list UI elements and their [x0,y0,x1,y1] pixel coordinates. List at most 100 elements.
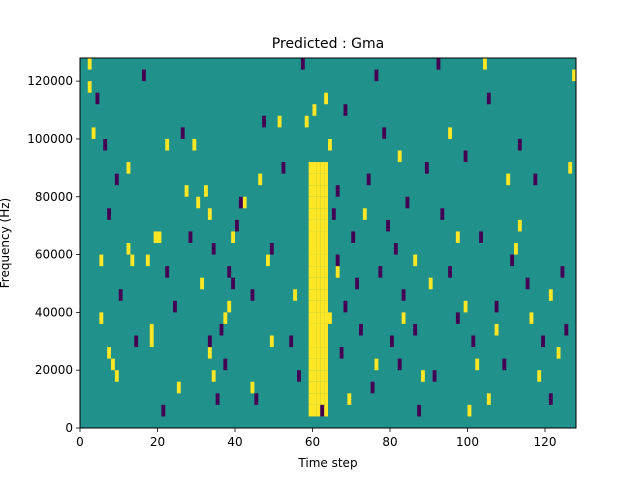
dominant-cell-24 [312,381,317,394]
dominant-cell-37 [312,231,317,243]
high-cell-35 [335,266,340,278]
dominant-cell-100 [324,266,329,278]
low-cell-8 [165,266,170,278]
dominant-cell-43 [312,162,317,174]
dominant-cell-15 [308,231,313,243]
dominant-cell-47 [316,370,321,382]
high-cell-66 [467,404,472,417]
low-cell-42 [393,243,398,255]
high-cell-28 [269,335,274,348]
high-cell-8 [126,243,131,255]
low-cell-15 [219,323,224,336]
low-cell-52 [448,266,453,278]
dominant-cell-85 [320,185,325,197]
high-cell-17 [196,196,201,209]
high-cell-63 [517,219,522,232]
high-cell-39 [401,312,406,324]
y-axis: 0 20000 40000 60000 80000 100000 120000 [27,74,80,435]
high-cell-54 [556,347,561,359]
chart-title: Predicted : Gma [272,36,384,52]
low-cell-36 [366,173,371,186]
high-cell-19 [204,185,208,197]
high-cell-47 [486,393,491,405]
dominant-cell-101 [324,254,329,267]
high-cell-26 [258,173,263,186]
high-cell-65 [250,381,255,394]
low-cell-60 [510,254,515,267]
high-cell-57 [126,162,131,174]
high-cell-2 [91,127,96,139]
low-cell-6 [142,69,146,82]
low-cell-63 [533,173,538,186]
dominant-cell-109 [324,162,329,174]
x-axis: 0 20 40 60 80 100 120 [76,428,556,449]
high-cell-34 [328,312,332,324]
dominant-cell-28 [312,335,317,348]
low-cell-45 [405,196,410,209]
high-cell-59 [242,196,247,209]
low-cell-19 [235,219,239,232]
high-cell-6 [111,358,115,371]
high-cell-42 [428,277,433,290]
dominant-cell-55 [316,277,321,290]
dominant-cell-71 [320,347,325,359]
plot-frame [79,57,577,429]
low-cell-33 [351,231,356,243]
x-tick-label-6: 120 [534,435,557,449]
heatmap-cells [87,58,577,417]
dominant-cell-84 [320,196,325,209]
dominant-cell-16 [308,219,313,232]
dominant-cell-35 [312,254,317,267]
dominant-cell-14 [308,243,313,255]
dominant-cell-36 [312,243,317,255]
dominant-cell-12 [308,266,313,278]
high-cell-15 [184,185,189,197]
low-cell-50 [436,58,441,70]
low-cell-28 [335,185,340,197]
y-axis-label: Frequency (Hz) [0,198,12,289]
high-cell-3 [99,312,104,324]
dominant-cell-83 [320,208,325,220]
high-cell-45 [475,358,480,371]
y-tick-label-5: 100000 [27,132,73,146]
low-cell-68 [374,69,379,82]
low-cell-4 [118,289,123,301]
high-cell-22 [211,370,216,382]
high-cell-53 [548,289,553,301]
dominant-cell-21 [308,162,313,174]
low-cell-1 [103,138,108,151]
low-cell-38 [378,266,383,278]
dominant-cell-72 [320,335,325,348]
low-cell-29 [335,254,340,267]
dominant-cell-81 [320,231,325,243]
dominant-cell-98 [324,289,329,301]
high-cell-52 [537,370,542,382]
low-cell-22 [262,115,267,128]
high-cell-49 [506,173,511,186]
dominant-cell-26 [312,358,317,371]
low-cell-24 [281,162,286,174]
high-cell-36 [347,393,352,405]
high-cell-20 [207,208,212,220]
dominant-cell-60 [316,219,321,232]
high-cell-58 [165,138,170,151]
dominant-cell-75 [320,300,325,313]
dominant-cell-89 [324,393,329,405]
dominant-cell-92 [324,358,329,371]
dominant-cell-25 [312,370,317,382]
high-cell-10 [145,254,150,267]
low-cell-37 [370,381,375,394]
high-cell-27 [266,254,270,267]
dominant-cell-5 [308,347,313,359]
dominant-cell-1 [308,393,313,405]
low-cell-25 [289,335,294,348]
high-cell-13 [153,231,158,243]
dominant-cell-10 [308,289,313,301]
dominant-cell-40 [312,196,317,209]
low-cell-20 [238,196,243,209]
low-cell-62 [525,277,530,290]
dominant-cell-4 [308,358,313,371]
low-cell-67 [564,323,569,336]
dominant-cell-7 [308,323,313,336]
